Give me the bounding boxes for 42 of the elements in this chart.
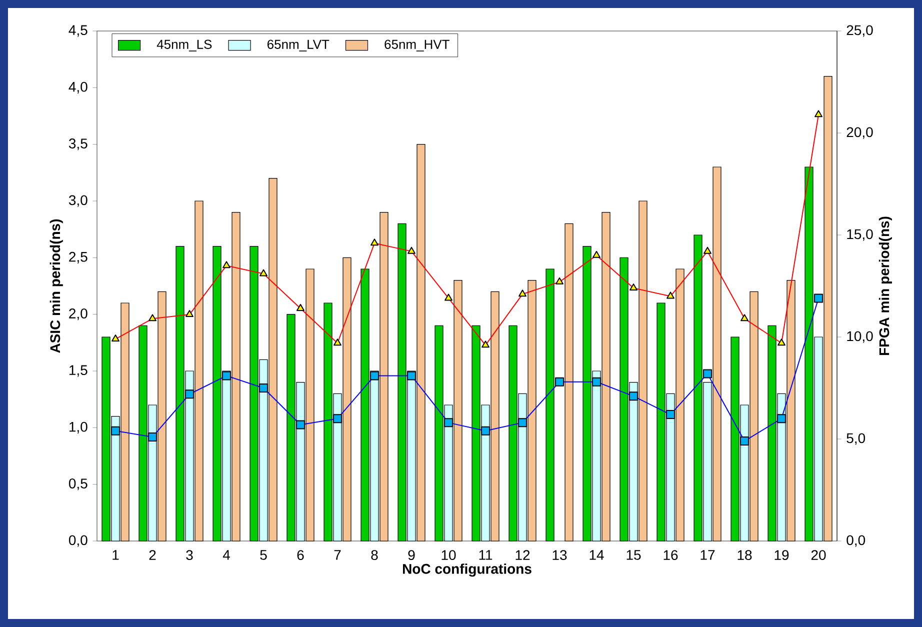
y2-tick-label: 25,0 xyxy=(846,25,873,37)
x-tick-label: 2 xyxy=(149,550,156,560)
y2-tick-label: 15,0 xyxy=(847,229,873,241)
y-tick-label: 1,0 xyxy=(69,422,88,434)
legend-label: 65nm_HVT xyxy=(384,40,450,52)
y2-tick-label: 0,0 xyxy=(846,535,866,547)
x-tick-label: 1 xyxy=(112,550,119,560)
y-tick-label: 3,5 xyxy=(68,138,88,150)
y-tick-label: 2,5 xyxy=(69,252,88,264)
y-tick-label: 3,0 xyxy=(68,195,88,207)
x-tick-label: 5 xyxy=(260,550,267,560)
y2-tick-label: 5,0 xyxy=(846,433,866,445)
x-tick-label: 6 xyxy=(297,550,304,560)
x-tick-label: 15 xyxy=(626,550,641,560)
y-tick-label: 2,0 xyxy=(69,308,88,320)
y-tick-label: 0,0 xyxy=(68,535,88,547)
x-tick-label: 20 xyxy=(811,550,826,560)
y2-axis-title: FPGA min period(ns) xyxy=(878,216,892,356)
y-tick-label: 1,5 xyxy=(69,365,88,377)
y-tick-label: 0,5 xyxy=(68,478,88,490)
x-tick-label: 17 xyxy=(700,550,715,560)
x-tick-label: 9 xyxy=(408,550,415,560)
x-tick-label: 19 xyxy=(774,550,789,560)
legend-label: 45nm_LS xyxy=(156,40,212,52)
y-tick-label: 4,5 xyxy=(68,25,88,37)
x-tick-label: 11 xyxy=(479,550,492,560)
x-tick-label: 18 xyxy=(738,550,752,560)
x-tick-label: 14 xyxy=(590,550,604,560)
x-tick-label: 3 xyxy=(186,550,193,560)
x-tick-label: 4 xyxy=(222,550,230,560)
x-axis-title: NoC configurations xyxy=(403,564,532,577)
x-tick-label: 10 xyxy=(442,550,456,560)
x-tick-label: 13 xyxy=(552,550,567,560)
x-tick-label: 16 xyxy=(664,550,678,560)
y-tick-label: 4,0 xyxy=(68,82,88,94)
y2-tick-label: 10,0 xyxy=(847,331,873,343)
x-tick-label: 8 xyxy=(371,550,378,560)
x-tick-label: 7 xyxy=(334,550,341,560)
y2-tick-label: 20,0 xyxy=(846,127,873,139)
legend-label: 65nm_LVT xyxy=(267,40,330,52)
y-axis-title: ASIC min period(ns) xyxy=(50,219,63,353)
x-tick-label: 12 xyxy=(516,550,530,560)
